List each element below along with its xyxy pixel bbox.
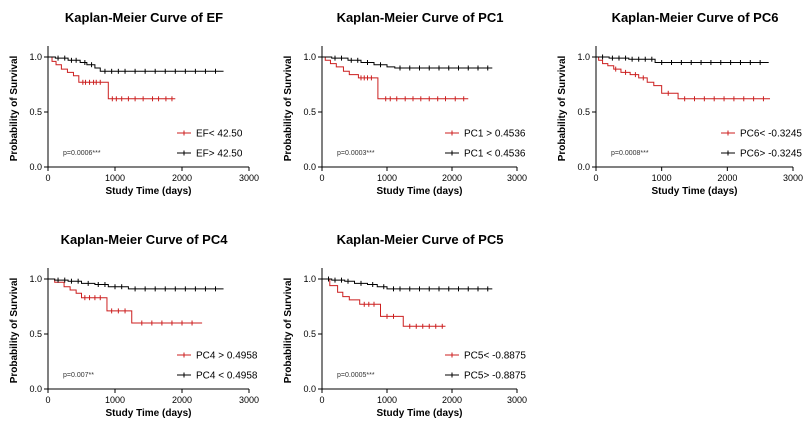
km-panel: Kaplan-Meier Curve of PC5 0 1000 2000 3000 0.… [283,232,527,419]
survival-curve [596,56,771,100]
x-tick-label: 0 [319,395,324,405]
legend-label: PC4 > 0.4958 [196,351,258,362]
p-value: p=0.007** [63,372,94,379]
x-tick-label: 2000 [442,395,462,405]
x-tick-label: 2000 [442,173,462,183]
x-tick-label: 3000 [507,395,527,405]
chart-title: Kaplan-Meier Curve of PC4 [61,232,229,247]
chart-title: Kaplan-Meier Curve of PC1 [337,10,504,25]
x-tick-label: 0 [45,395,50,405]
y-tick-label: 0.0 [303,384,316,394]
y-tick-label: 0.5 [303,329,316,339]
y-tick-label: 0.5 [29,329,42,339]
survival-curve [48,56,176,100]
y-tick-label: 0.5 [303,107,316,117]
p-value: p=0.0008*** [611,150,649,157]
p-value: p=0.0006*** [63,150,101,157]
legend-label: PC1 > 0.4536 [464,129,526,140]
x-tick-label: 2000 [172,173,192,183]
y-tick-label: 1.0 [29,274,42,284]
y-axis-label: Probability of Survival [283,55,294,161]
y-axis-label: Probability of Survival [9,55,20,161]
legend-label: PC6< -0.3245 [740,129,802,140]
p-value: p=0.0003*** [337,150,375,157]
y-tick-label: 1.0 [577,52,590,62]
survival-curve [322,56,469,100]
x-tick-label: 3000 [239,173,259,183]
legend-label: PC4 < 0.4958 [196,371,258,382]
y-tick-label: 1.0 [29,52,42,62]
km-panel: Kaplan-Meier Curve of PC1 0 1000 2000 3000 0.… [283,10,527,197]
survival-curve [322,56,493,69]
survival-curve [322,278,446,327]
x-tick-label: 1000 [105,395,125,405]
y-axis-label: Probability of Survival [283,277,294,383]
legend-label: PC6> -0.3245 [740,149,802,160]
legend-label: PC5< -0.8875 [464,351,526,362]
y-axis-label: Probability of Survival [9,277,20,383]
legend-label: PC1 < 0.4536 [464,149,526,160]
y-tick-label: 1.0 [303,274,316,284]
survival-curve [48,278,224,290]
y-tick-label: 0.0 [303,162,316,172]
y-tick-label: 0.0 [577,162,590,172]
x-tick-label: 3000 [507,173,527,183]
y-axis-label: Probability of Survival [557,55,568,161]
legend-label: EF> 42.50 [196,149,243,160]
chart-title: Kaplan-Meier Curve of PC6 [612,10,779,25]
x-tick-label: 3000 [239,395,259,405]
x-tick-label: 2000 [172,395,192,405]
legend-label: PC5> -0.8875 [464,371,526,382]
x-axis-label: Study Time (days) [106,408,192,419]
y-tick-label: 0.5 [29,107,42,117]
survival-curve [596,56,769,63]
km-panel: Kaplan-Meier Curve of EF 0 1000 2000 3000 0.0… [9,10,259,197]
x-tick-label: 1000 [377,173,397,183]
x-axis-label: Study Time (days) [377,408,463,419]
x-axis-label: Study Time (days) [377,186,463,197]
x-axis-label: Study Time (days) [652,186,738,197]
x-tick-label: 2000 [717,173,737,183]
y-tick-label: 1.0 [303,52,316,62]
x-tick-label: 0 [319,173,324,183]
x-tick-label: 0 [45,173,50,183]
x-tick-label: 0 [593,173,598,183]
survival-curve [48,278,203,324]
km-panel: Kaplan-Meier Curve of PC6 0 1000 2000 3000 0.… [557,10,803,197]
survival-curve [48,56,224,72]
y-tick-label: 0.5 [577,107,590,117]
y-tick-label: 0.0 [29,384,42,394]
y-tick-label: 0.0 [29,162,42,172]
x-axis-label: Study Time (days) [106,186,192,197]
x-tick-label: 1000 [105,173,125,183]
chart-title: Kaplan-Meier Curve of PC5 [337,232,504,247]
x-tick-label: 1000 [652,173,672,183]
km-panel: Kaplan-Meier Curve of PC4 0 1000 2000 3000 0.… [9,232,259,419]
x-tick-label: 1000 [377,395,397,405]
p-value: p=0.0005*** [337,372,375,379]
legend-label: EF< 42.50 [196,129,243,140]
chart-title: Kaplan-Meier Curve of EF [65,10,223,25]
x-tick-label: 3000 [783,173,803,183]
